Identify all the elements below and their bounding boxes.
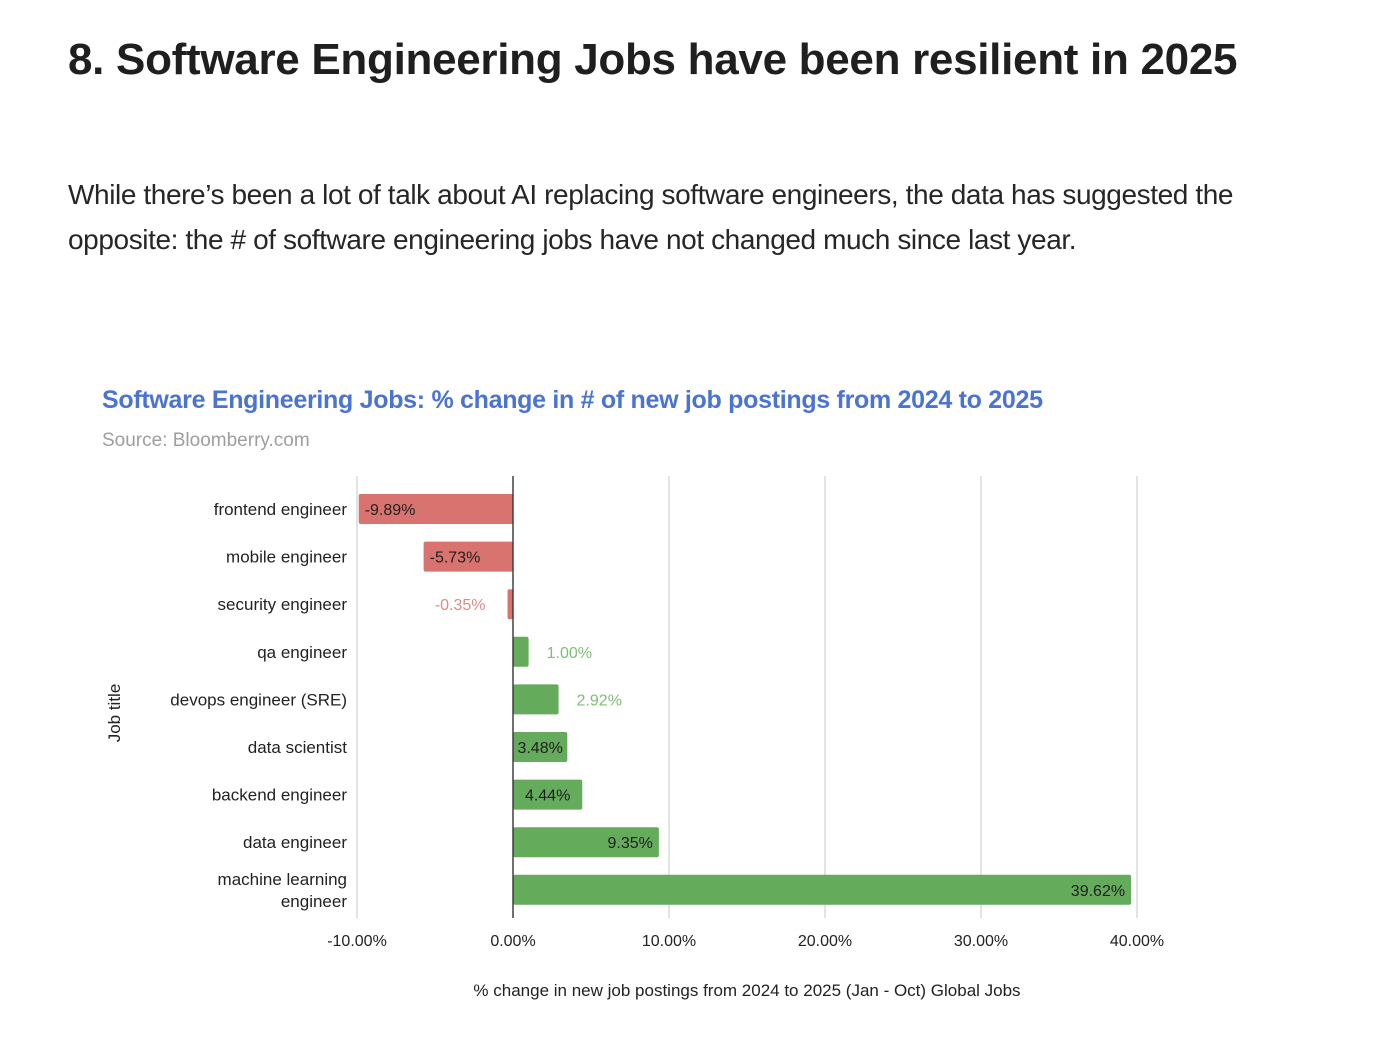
category-label: frontend engineer: [214, 500, 348, 519]
bar: [513, 779, 583, 810]
category-label: security engineer: [218, 595, 348, 614]
value-label: 39.62%: [1071, 883, 1125, 900]
category-label-line: security engineer: [218, 595, 348, 614]
value-label: 1.00%: [547, 645, 592, 662]
value-label: 3.48%: [517, 740, 562, 757]
bar: [358, 494, 513, 524]
x-tick-label: 30.00%: [954, 933, 1008, 950]
category-label: devops engineer (SRE): [170, 690, 347, 709]
bar: [513, 684, 559, 715]
x-tick-label: 40.00%: [1110, 933, 1164, 950]
value-label: -5.73%: [430, 550, 481, 567]
chart-source: Source: Bloomberry.com: [102, 430, 310, 451]
gridlines: [356, 476, 1138, 918]
article-heading: 8. Software Engineering Jobs have been r…: [68, 35, 1238, 84]
bars: -9.89% -5.73% -0.35% 1.00% 2.92% 3.48% 4.44% 9.…: [358, 476, 1132, 918]
bar: [513, 874, 1132, 905]
x-tick-label: 20.00%: [798, 933, 852, 950]
bar: [423, 541, 513, 572]
category-label-line: frontend engineer: [214, 500, 348, 519]
x-tick-label: 0.00%: [490, 933, 535, 950]
bar: [513, 827, 659, 858]
value-label: -0.35%: [435, 597, 486, 614]
category-label: qa engineer: [257, 643, 347, 662]
value-label: 2.92%: [577, 692, 622, 709]
category-label-line: mobile engineer: [226, 548, 347, 567]
category-label: machine learning engineer: [218, 870, 348, 911]
value-label: -9.89%: [365, 502, 416, 519]
article-paragraph: While there’s been a lot of talk about A…: [68, 179, 1234, 255]
category-label-line: engineer: [281, 892, 348, 911]
category-label: mobile engineer: [226, 548, 347, 567]
value-label: 4.44%: [525, 788, 570, 805]
category-label-line: machine learning: [218, 870, 347, 889]
x-tick-label: 10.00%: [642, 933, 696, 950]
category-label: data scientist: [248, 738, 347, 757]
x-axis-title: % change in new job postings from 2024 t…: [473, 981, 1020, 1000]
category-label-line: devops engineer (SRE): [170, 690, 347, 709]
category-label-line: data engineer: [243, 833, 347, 852]
bar: [507, 589, 513, 620]
category-labels: frontend engineer mobile engineer security…: [170, 500, 347, 911]
bar: [513, 636, 529, 667]
y-axis-title: Job title: [105, 684, 124, 743]
category-label-line: qa engineer: [257, 643, 347, 662]
category-label-line: backend engineer: [212, 786, 348, 805]
chart-title: Software Engineering Jobs: % change in #…: [102, 386, 1043, 414]
x-tick-labels: -10.00% 0.00% 10.00% 20.00% 30.00% 40.00%: [327, 933, 1164, 950]
category-label: data engineer: [243, 833, 347, 852]
category-label: backend engineer: [212, 786, 348, 805]
value-label: 9.35%: [607, 835, 652, 852]
bar: [513, 732, 568, 762]
x-tick-label: -10.00%: [327, 933, 387, 950]
category-label-line: data scientist: [248, 738, 347, 757]
